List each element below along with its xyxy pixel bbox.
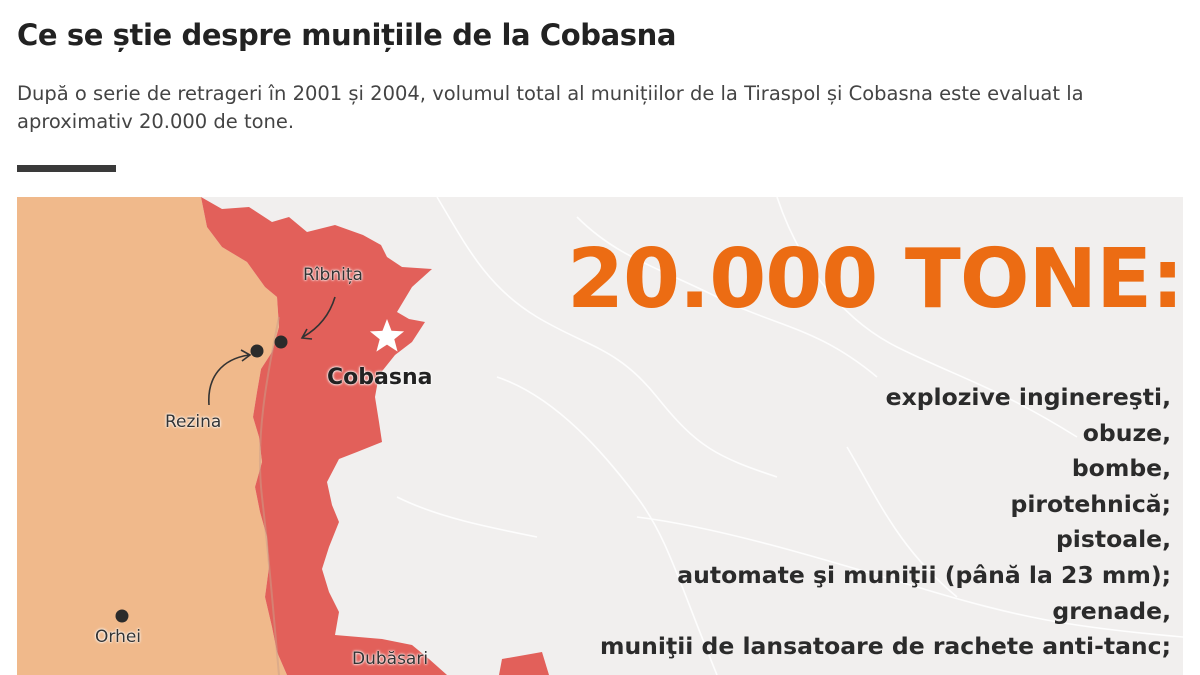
moldova-region bbox=[17, 197, 287, 675]
label-orhei: Orhei bbox=[95, 627, 142, 647]
transnistria-region bbox=[201, 197, 447, 675]
map-panel: Rîbnița Rezina Cobasna Orhei Dubăsari 20… bbox=[17, 197, 1183, 675]
munitions-item: pistoale, bbox=[1055, 525, 1171, 554]
page-subtitle: După o serie de retrageri în 2001 și 200… bbox=[17, 82, 1084, 133]
munitions-list: explozive inginereşti, obuze, bombe, pir… bbox=[600, 380, 1171, 665]
river-line bbox=[258, 316, 280, 675]
map-graphic bbox=[17, 197, 1183, 675]
munitions-item: bombe, bbox=[1071, 454, 1171, 483]
label-dubasari: Dubăsari bbox=[352, 649, 429, 669]
munitions-item: automate şi muniţii (până la 23 mm); bbox=[677, 560, 1171, 589]
munitions-item: pirotehnică; bbox=[1010, 489, 1171, 518]
rezina-dot bbox=[250, 344, 264, 358]
munitions-item: grenade, bbox=[1052, 596, 1171, 625]
label-cobasna: Cobasna bbox=[327, 365, 433, 390]
rezina-arrow bbox=[208, 354, 250, 406]
munitions-item: muniţii de lansatoare de rachete anti-ta… bbox=[599, 632, 1171, 661]
title-divider bbox=[17, 165, 116, 172]
headline-tonnage: 20.000 TONE: bbox=[566, 232, 1183, 327]
label-rezina: Rezina bbox=[165, 412, 222, 432]
transnistria-south-patch bbox=[499, 652, 549, 675]
ribnita-arrow-head bbox=[300, 328, 313, 340]
ribnita-arrow bbox=[302, 296, 336, 338]
munitions-item: explozive inginereşti, bbox=[885, 383, 1171, 411]
ribnita-dot bbox=[274, 335, 288, 349]
rezina-arrow-head bbox=[240, 349, 252, 362]
munitions-item: obuze, bbox=[1082, 418, 1171, 447]
label-ribnita: Rîbnița bbox=[303, 265, 363, 285]
cobasna-star-icon bbox=[369, 319, 405, 352]
orhei-dot bbox=[115, 609, 129, 623]
page-title: Ce se știe despre munițiile de la Cobasn… bbox=[17, 18, 677, 52]
road-lines bbox=[396, 197, 1183, 675]
